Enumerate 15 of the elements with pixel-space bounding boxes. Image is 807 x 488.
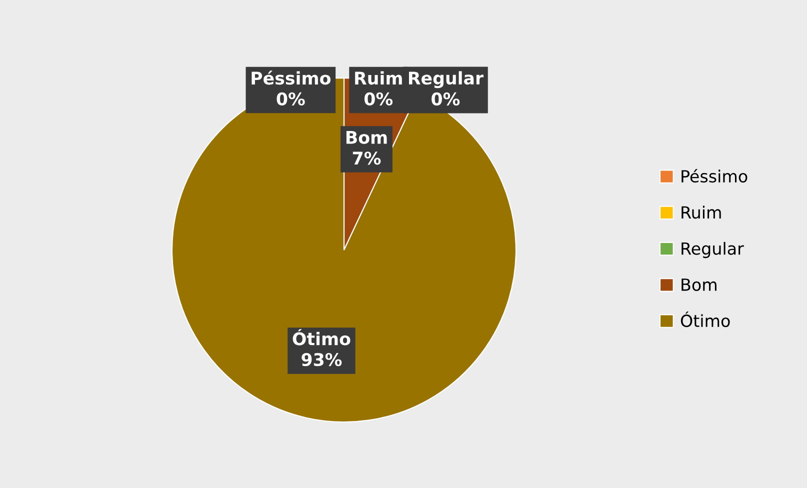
legend-label: Ótimo xyxy=(680,311,730,328)
category-label: Péssimo xyxy=(252,70,330,85)
legend-label: Bom xyxy=(682,278,716,291)
category-label: Regular xyxy=(408,71,484,88)
legend-label: Ruim xyxy=(682,206,721,219)
data-label: 7% xyxy=(352,152,381,165)
slice-label: Ótimo xyxy=(292,329,350,346)
slice-label: Bom xyxy=(346,131,387,144)
category-label: Ruim xyxy=(355,71,402,85)
legend-label: Péssimo xyxy=(682,169,748,183)
text: 0% xyxy=(276,92,305,106)
data-label: 93% xyxy=(302,353,342,366)
text: 0% xyxy=(364,92,393,106)
text: 0% xyxy=(432,92,460,106)
legend-label: Regular xyxy=(682,242,744,258)
